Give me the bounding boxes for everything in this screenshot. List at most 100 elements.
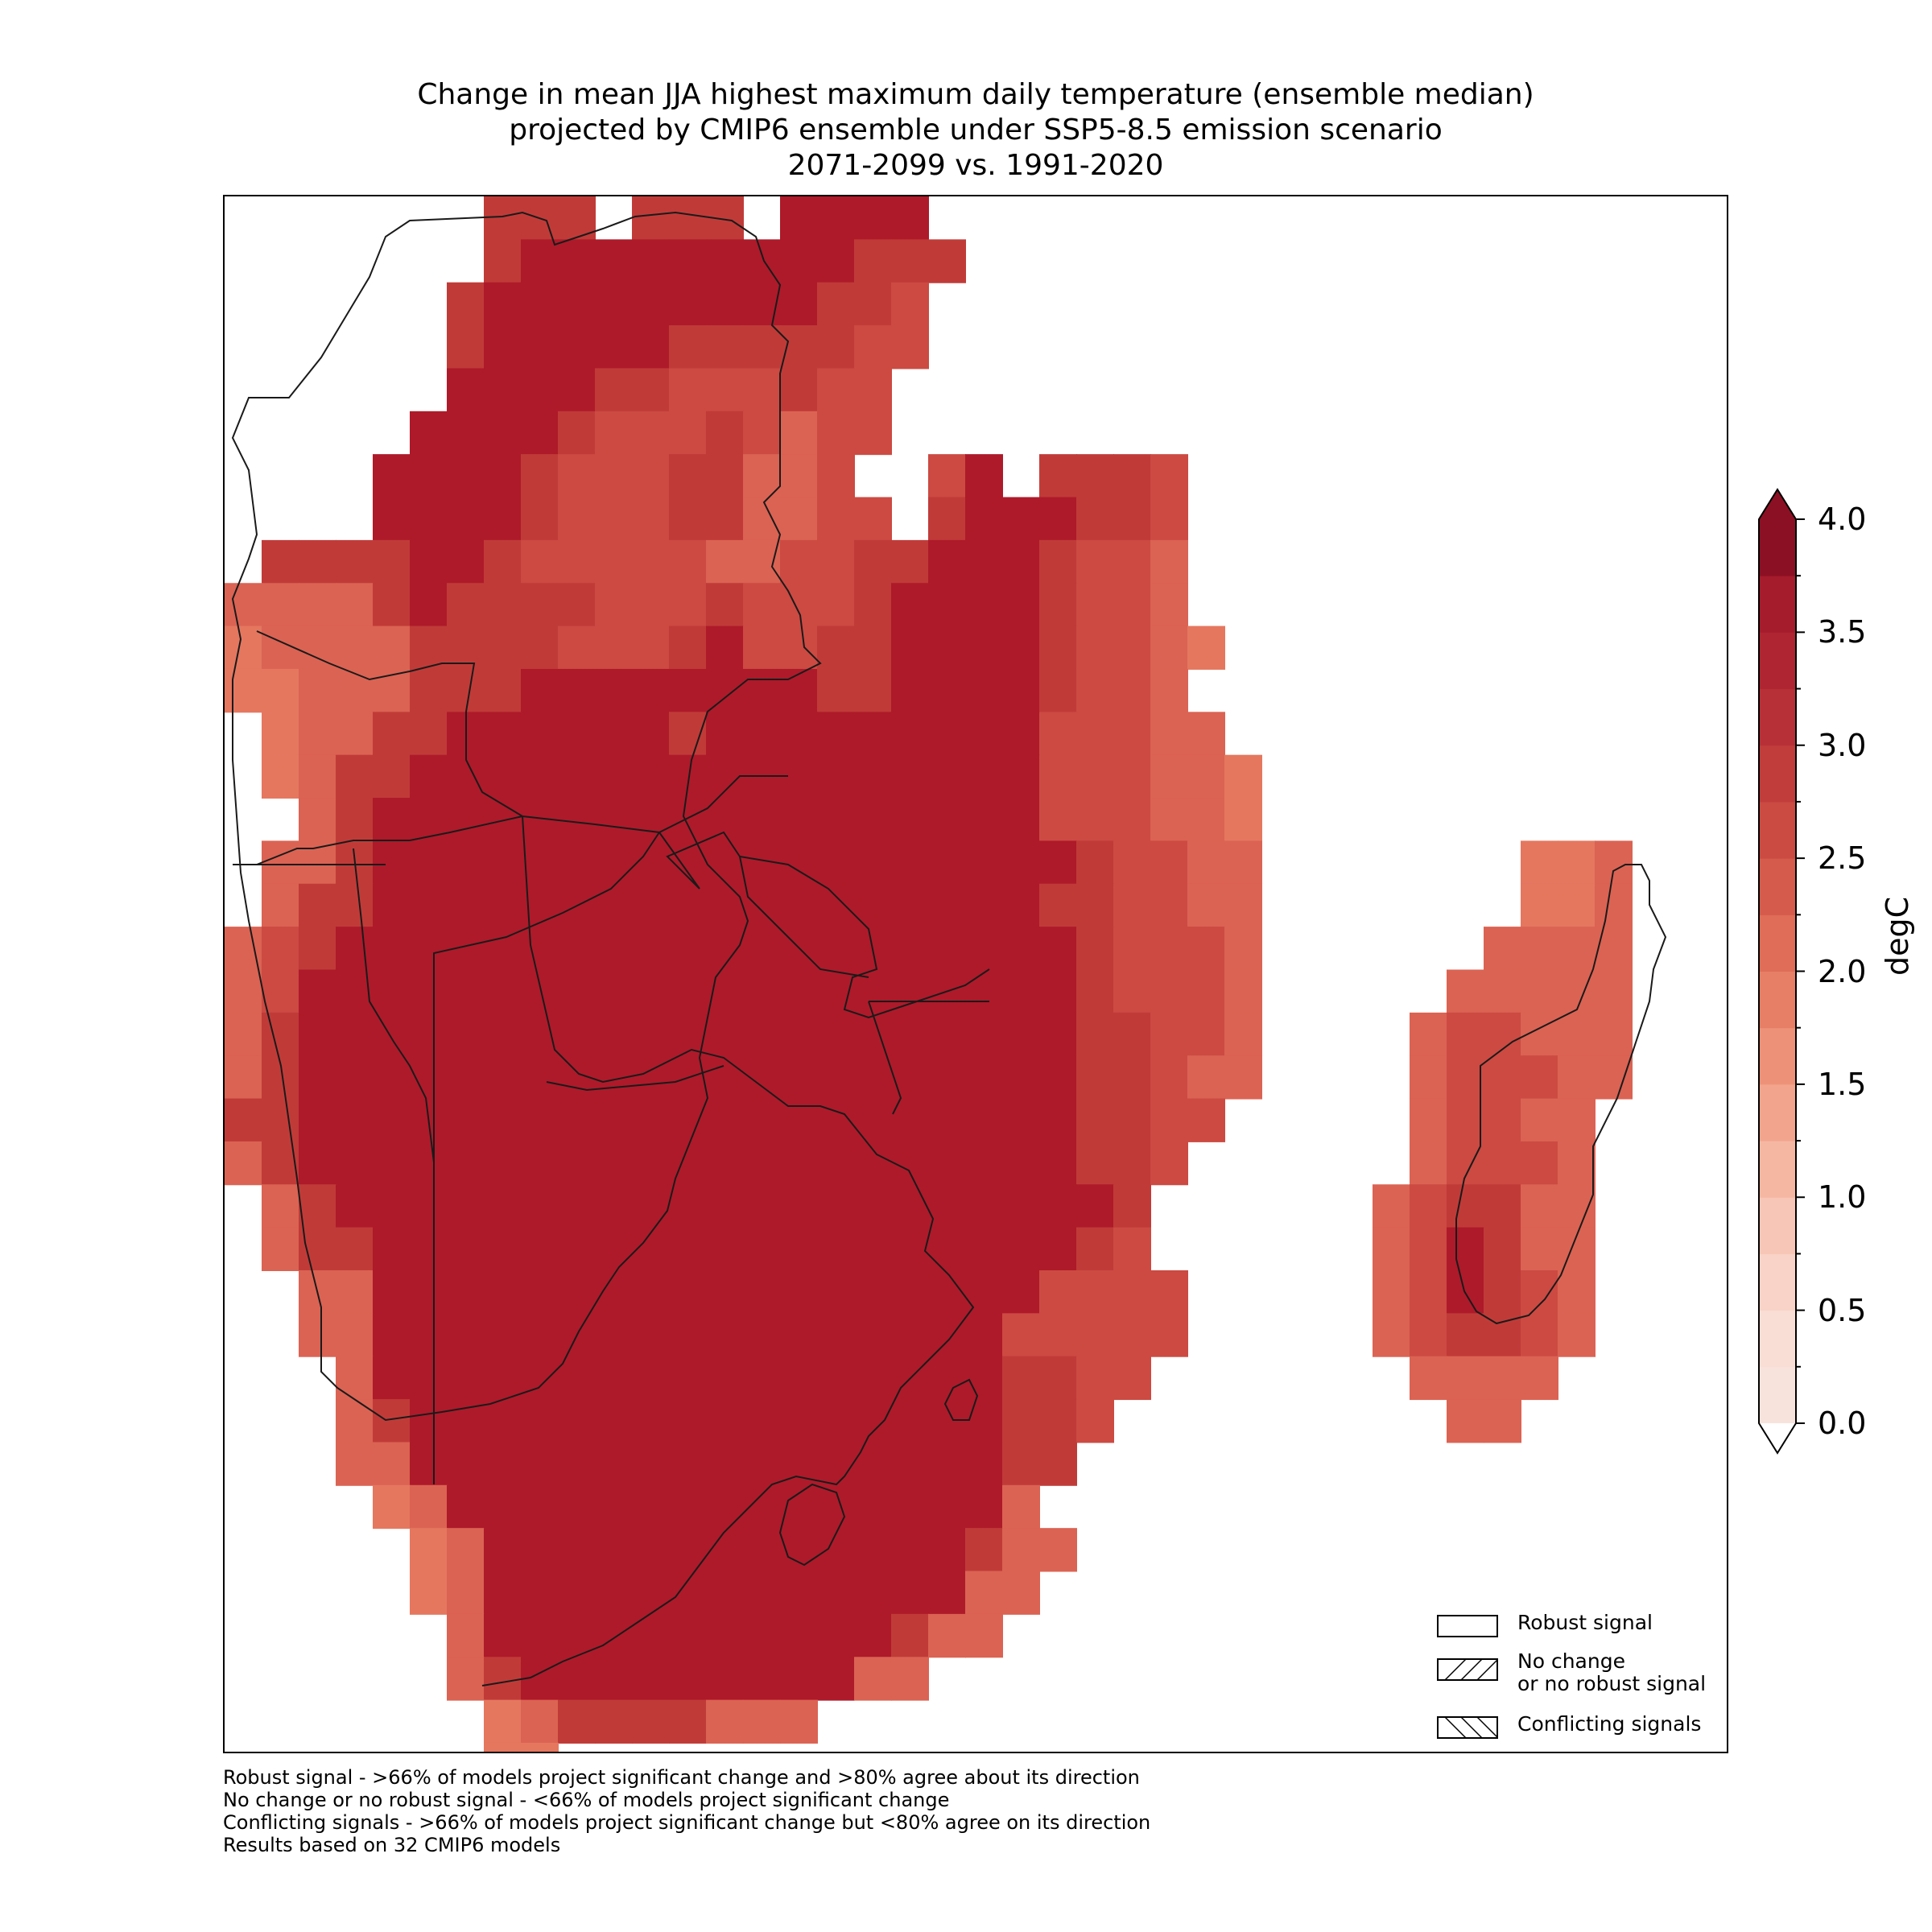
map-grid-cell [373, 1356, 411, 1401]
map-grid-cell [299, 539, 336, 584]
map-grid-cell [965, 754, 1003, 799]
map-grid-cell [1224, 798, 1262, 842]
map-grid-cell [1558, 840, 1596, 885]
map-grid-cell [447, 1227, 485, 1271]
map-grid-cell [891, 1613, 929, 1658]
map-grid-cell [669, 1613, 707, 1658]
map-grid-cell [595, 1012, 633, 1057]
map-grid-cell [965, 497, 1003, 541]
map-grid-cell [595, 1571, 633, 1615]
map-grid-cell [1150, 1012, 1188, 1057]
eswatini-border [943, 1378, 979, 1421]
map-grid-cell [780, 325, 818, 369]
map-grid-cell [1447, 1227, 1484, 1271]
map-grid-cell [817, 1141, 855, 1186]
map-grid-cell [484, 1571, 522, 1615]
map-grid-cell [558, 583, 596, 627]
map-grid-cell [521, 1055, 559, 1100]
map-grid-cell [484, 625, 522, 670]
map-grid-cell [817, 497, 855, 541]
map-grid-cell [410, 625, 448, 670]
map-grid-cell [521, 1141, 559, 1186]
map-grid-cell [1410, 1313, 1447, 1357]
map-grid-cell [1002, 1484, 1040, 1530]
map-grid-cell [558, 239, 596, 283]
map-grid-cell [780, 1613, 818, 1658]
map-grid-cell [817, 196, 855, 241]
map-grid-cell [928, 1399, 966, 1443]
map-grid-cell [780, 969, 818, 1013]
colorbar-band [1759, 688, 1796, 746]
map-grid-cell [928, 497, 966, 541]
map-grid-cell [965, 1184, 1003, 1228]
map-grid-cell [484, 454, 522, 498]
map-grid-cell [669, 239, 707, 283]
map-grid-cell [336, 798, 374, 842]
map-grid-cell [558, 454, 596, 498]
colorbar-band [1759, 858, 1796, 915]
map-grid-cell [817, 840, 855, 885]
map-grid-cell [1150, 539, 1188, 584]
grid-cells [225, 196, 1633, 1752]
map-grid-cell [706, 1141, 744, 1186]
map-grid-cell [817, 1399, 855, 1443]
map-grid-cell [743, 1442, 781, 1486]
map-grid-cell [669, 668, 707, 713]
colorbar-band [1759, 971, 1796, 1029]
map-grid-cell [669, 883, 707, 928]
map-grid-cell [891, 754, 929, 799]
map-grid-cell [1039, 668, 1077, 713]
map-grid-cell [854, 539, 892, 584]
map-grid-cell [743, 1270, 781, 1315]
map-grid-cell [632, 1613, 670, 1658]
map-grid-cell [632, 1571, 670, 1615]
map-grid-cell [854, 712, 892, 756]
map-grid-cell [1484, 1141, 1521, 1186]
map-grid-cell [410, 883, 448, 928]
map-grid-cell [1113, 583, 1151, 627]
map-grid-cell [262, 539, 299, 584]
legend-label-robust: Robust signal [1517, 1611, 1653, 1634]
map-grid-cell [669, 754, 707, 799]
map-grid-cell [595, 1657, 633, 1701]
map-grid-cell [854, 1227, 892, 1271]
map-grid-cell [706, 1270, 744, 1315]
map-grid-cell [854, 1055, 892, 1100]
map-grid-cell [521, 668, 559, 713]
map-grid-cell [484, 1270, 522, 1315]
map-grid-cell [558, 668, 596, 713]
map-grid-cell [743, 282, 781, 327]
map-grid-cell [854, 325, 892, 369]
map-grid-cell [632, 1055, 670, 1100]
map-grid-cell [595, 454, 633, 498]
map-grid-cell [1484, 969, 1521, 1013]
map-grid-cell [558, 1442, 596, 1486]
map-grid-cell [817, 539, 855, 584]
map-grid-cell [854, 840, 892, 885]
map-grid-cell [1595, 969, 1633, 1013]
map-grid-cell [928, 539, 966, 584]
map-grid-cell [1113, 539, 1151, 584]
map-grid-cell [669, 1657, 707, 1701]
map-grid-cell [1595, 1055, 1633, 1100]
map-grid-cell [1002, 1184, 1040, 1228]
map-grid-cell [1039, 497, 1077, 541]
map-grid-cell [336, 1356, 374, 1401]
map-grid-cell [595, 668, 633, 713]
map-grid-cell [336, 927, 374, 971]
map-grid-cell [1076, 1184, 1114, 1228]
map-grid-cell [706, 883, 744, 928]
map-grid-cell [1447, 1356, 1484, 1401]
map-grid-cell [373, 840, 411, 885]
map-grid-cell [1002, 883, 1040, 928]
map-grid-cell [854, 196, 892, 241]
map-grid-cell [558, 325, 596, 369]
map-grid-cell [373, 1184, 411, 1228]
map-grid-cell [558, 1571, 596, 1615]
map-grid-cell [336, 1098, 374, 1142]
map-grid-cell [336, 625, 374, 670]
map-grid-cell [780, 454, 818, 498]
map-grid-cell [299, 927, 336, 971]
map-grid-cell [669, 1699, 707, 1744]
map-grid-cell [1150, 1313, 1188, 1357]
